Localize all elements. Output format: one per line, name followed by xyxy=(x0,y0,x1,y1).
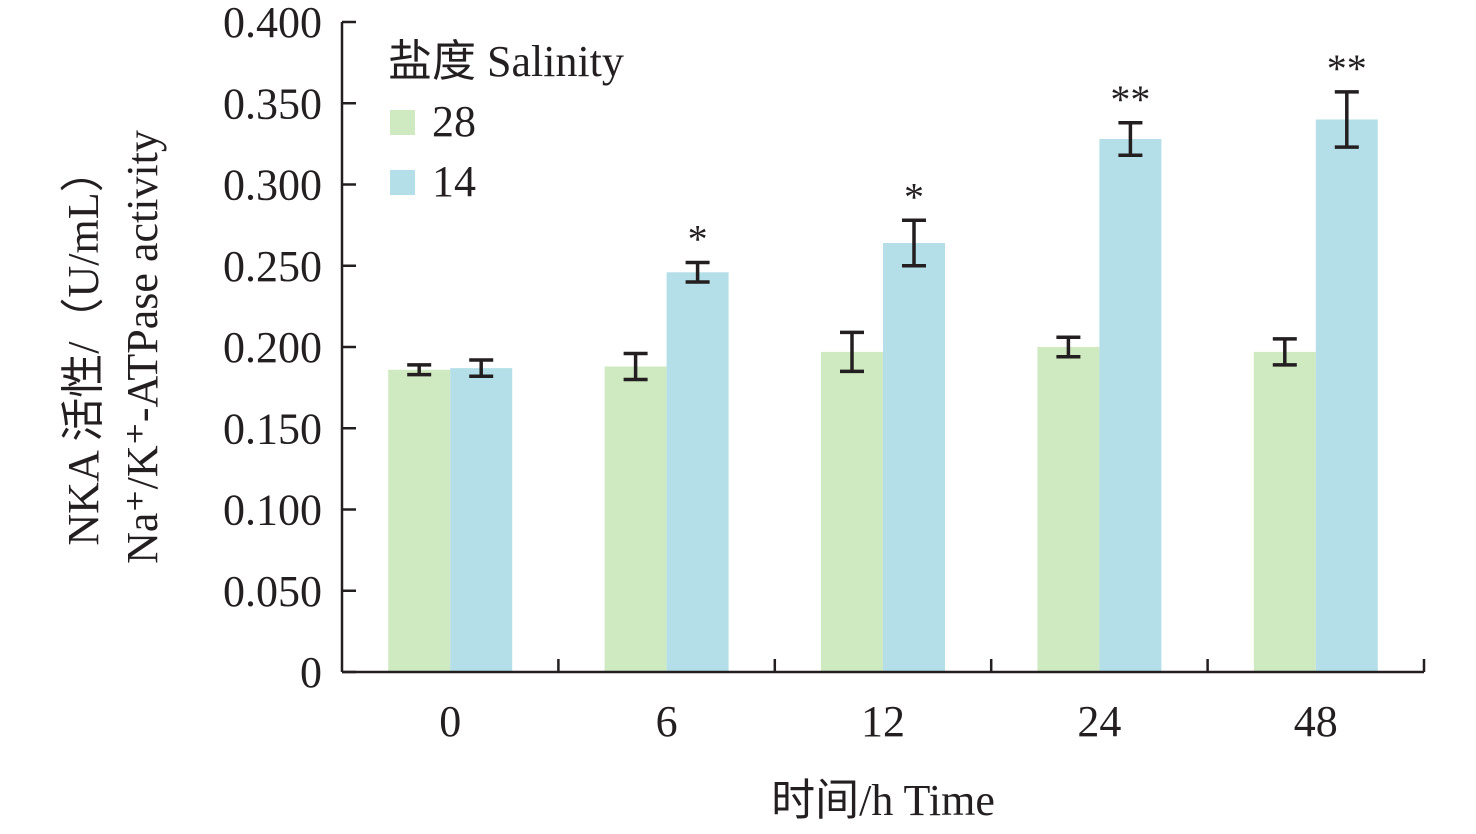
bar-14-24 xyxy=(1099,139,1162,672)
bar-14-0 xyxy=(450,368,513,672)
y-tick-label: 0.250 xyxy=(223,242,322,291)
significance-label: * xyxy=(904,174,924,219)
bar-28-48 xyxy=(1253,351,1316,672)
significance-layer: ****** xyxy=(688,46,1367,262)
x-axis-title: 时间/h Time xyxy=(771,776,995,825)
error-bar-14-0 xyxy=(469,358,494,378)
legend-swatch-28 xyxy=(390,110,415,135)
x-tick-label: 6 xyxy=(656,697,678,746)
significance-label: ** xyxy=(1110,77,1150,122)
x-tick-label: 0 xyxy=(439,697,461,746)
y-tick-label: 0.150 xyxy=(223,404,322,453)
significance-label: ** xyxy=(1327,46,1367,91)
bars-layer xyxy=(388,119,1378,672)
y-tick-label: 0.400 xyxy=(223,0,322,47)
error-bar-28-0 xyxy=(407,363,432,377)
x-tick-label: 12 xyxy=(861,697,905,746)
legend-label-14: 14 xyxy=(432,157,476,206)
y-tick-label: 0.350 xyxy=(223,79,322,128)
y-tick-label: 0.050 xyxy=(223,567,322,616)
error-bar-14-24 xyxy=(1118,121,1143,157)
y-axis-title-line2: Na⁺/K⁺-ATPase activity xyxy=(118,130,167,564)
x-tick-label: 48 xyxy=(1294,697,1338,746)
error-bar-28-12 xyxy=(840,330,864,374)
y-tick-label: 0.100 xyxy=(223,486,322,535)
error-bar-28-48 xyxy=(1272,337,1297,367)
error-bars-layer xyxy=(407,90,1359,382)
y-tick-label: 0 xyxy=(300,648,322,697)
bar-28-24 xyxy=(1037,347,1100,672)
bar-28-6 xyxy=(604,366,667,672)
bar-28-0 xyxy=(388,369,451,672)
legend-label-28: 28 xyxy=(432,97,476,146)
error-bar-14-12 xyxy=(902,218,926,268)
legend-title: 盐度 Salinity xyxy=(388,37,624,86)
error-bar-14-6 xyxy=(685,260,710,284)
bar-28-12 xyxy=(821,351,883,672)
significance-label: * xyxy=(688,217,708,262)
y-tick-label: 0.200 xyxy=(223,323,322,372)
legend-swatch-14 xyxy=(390,170,415,195)
bar-14-12 xyxy=(883,243,945,672)
x-tick-label: 24 xyxy=(1077,697,1121,746)
y-tick-label: 0.300 xyxy=(223,161,322,210)
bar-14-6 xyxy=(666,272,729,672)
x-ticks: 0 6 12 24 48 xyxy=(439,659,1426,746)
y-ticks: 0 0.050 0.100 0.150 0.200 0.250 0.300 0.350 0.40… xyxy=(223,0,356,697)
legend: 盐度 Salinity 28 14 xyxy=(388,37,624,206)
error-bar-28-24 xyxy=(1056,335,1081,359)
y-axis-title-line1: NKA 活性/（U/mL） xyxy=(59,148,108,545)
bar-14-48 xyxy=(1315,119,1378,672)
error-bar-28-6 xyxy=(623,351,648,382)
error-bar-14-48 xyxy=(1334,90,1359,149)
